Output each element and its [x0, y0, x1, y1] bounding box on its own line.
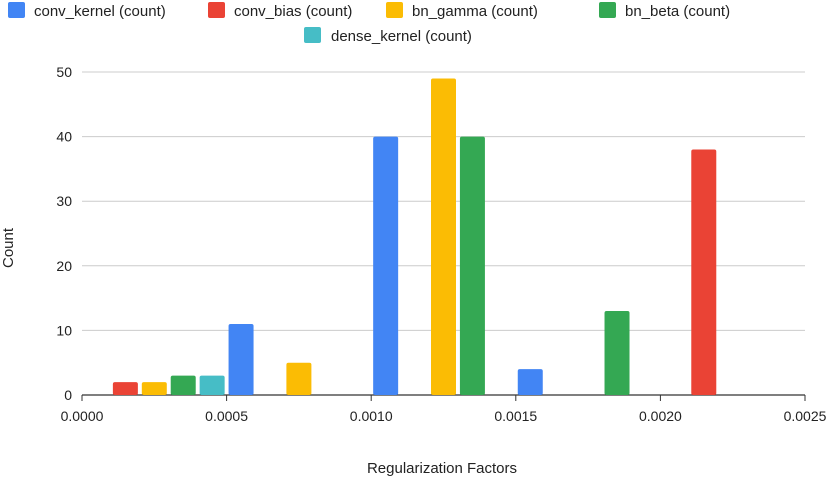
- bar-bn-gamma-0: [141, 382, 167, 395]
- bars: [112, 78, 717, 396]
- legend-label: bn_beta (count): [625, 3, 730, 20]
- y-tick-label: 30: [56, 193, 72, 209]
- x-tick-label: 0.0025: [784, 408, 827, 424]
- x-tick-label: 0.0005: [205, 408, 248, 424]
- y-tick-label: 20: [56, 258, 72, 274]
- legend-label: conv_bias (count): [234, 3, 352, 20]
- legend-label: conv_kernel (count): [34, 3, 166, 20]
- y-axis-title: Count: [0, 227, 17, 268]
- legend-swatch: [304, 27, 321, 43]
- x-tick-label: 0.0015: [494, 408, 537, 424]
- x-axis-title: Regularization Factors: [367, 460, 517, 477]
- bar-bn-beta-0: [170, 375, 196, 395]
- bar-conv-kernel-0: [228, 323, 254, 395]
- legend-swatch: [208, 2, 225, 18]
- x-tick-label: 0.0000: [61, 408, 104, 424]
- legend: conv_kernel (count) conv_bias (count) bn_g…: [8, 2, 730, 45]
- x-tick-label: 0.0020: [639, 408, 682, 424]
- legend-swatch: [8, 2, 25, 18]
- x-axis-ticks: 0.0000 0.0005 0.0010 0.0015 0.0020 0.0025: [61, 395, 827, 424]
- bar-conv-kernel-1: [373, 136, 399, 395]
- y-tick-label: 50: [56, 64, 72, 80]
- bar-bn-gamma-1: [286, 362, 312, 395]
- legend-label: bn_gamma (count): [412, 3, 538, 20]
- x-tick-label: 0.0010: [350, 408, 393, 424]
- y-tick-label: 0: [64, 387, 72, 403]
- legend-swatch: [599, 2, 616, 18]
- legend-label: dense_kernel (count): [331, 28, 472, 45]
- bar-conv-kernel-2: [517, 369, 543, 395]
- legend-swatch: [386, 2, 403, 18]
- bar-conv-bias-1: [691, 149, 717, 395]
- bar-dense-kernel-0: [199, 375, 225, 395]
- y-tick-label: 10: [56, 322, 72, 338]
- y-axis-ticks: 0 10 20 30 40 50: [56, 64, 72, 403]
- y-tick-label: 40: [56, 129, 72, 145]
- bar-bn-gamma-2: [431, 78, 456, 396]
- bar-bn-beta-2: [604, 311, 630, 395]
- bar-conv-bias-0: [112, 382, 138, 395]
- bar-bn-beta-1: [459, 136, 485, 395]
